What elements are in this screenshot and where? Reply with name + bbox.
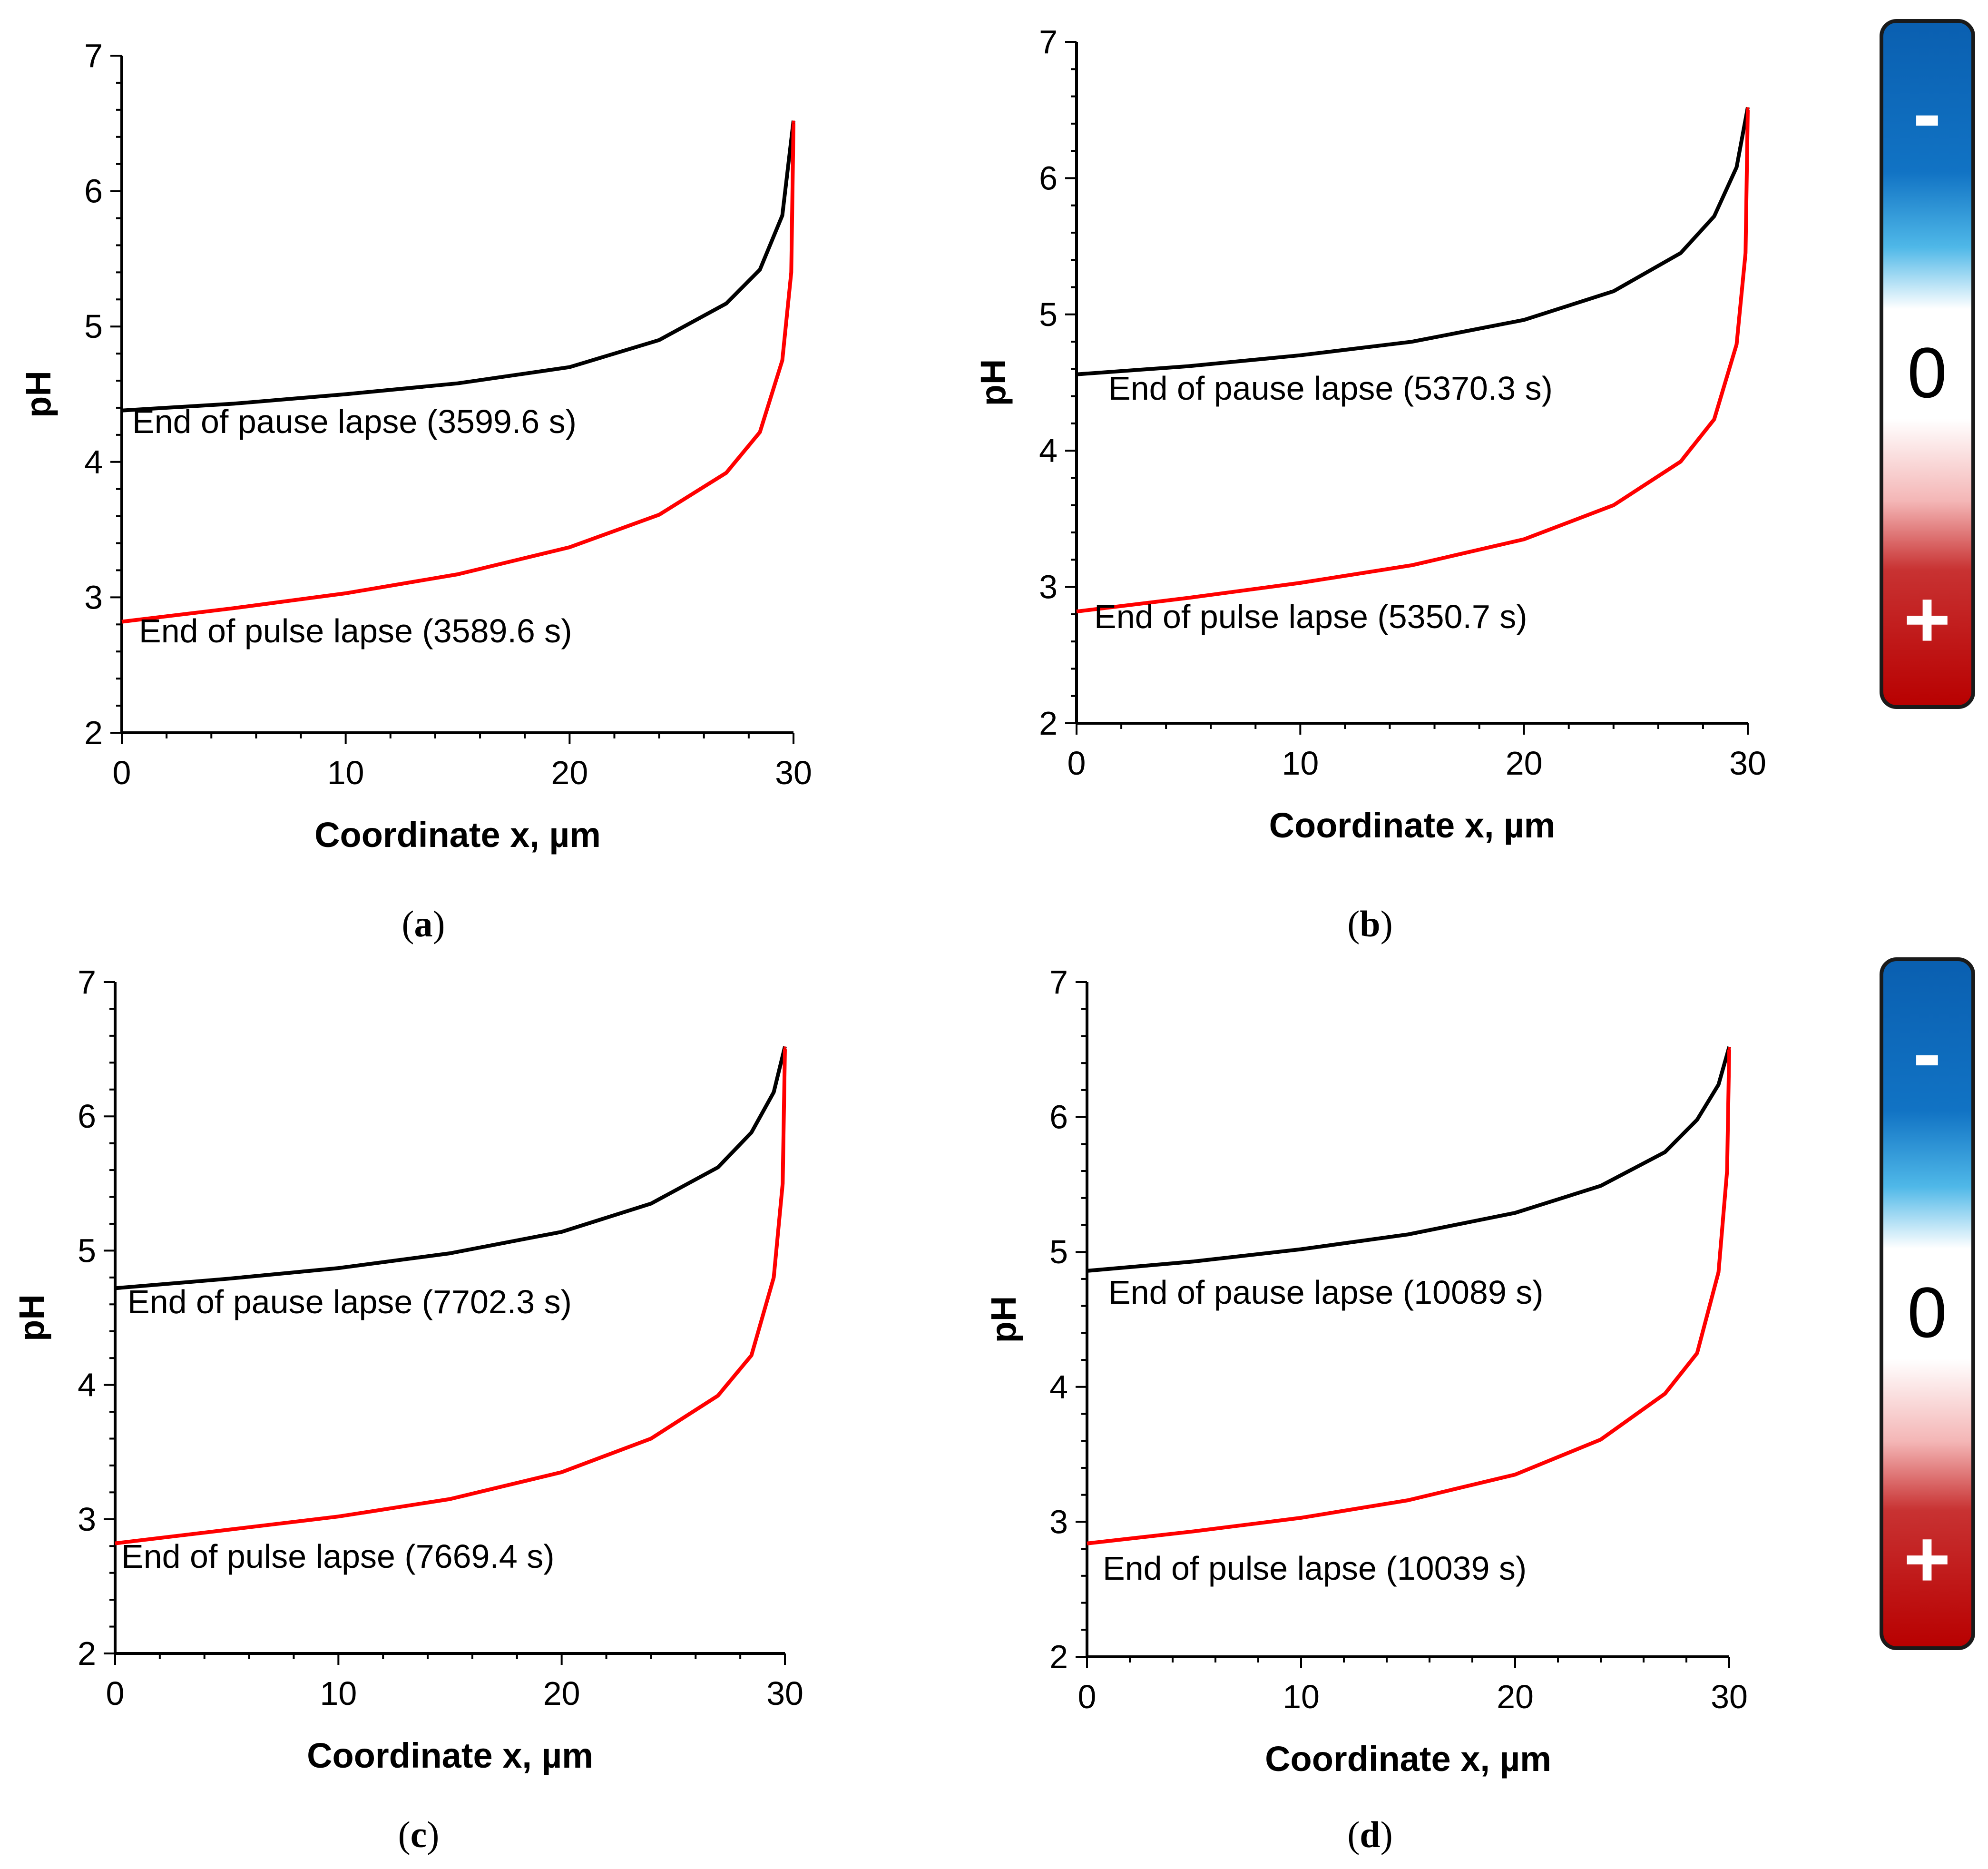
x-axis-title: Coordinate x, µm	[1269, 806, 1556, 845]
series-line-pause	[121, 120, 795, 413]
y-tick-label: 2	[1039, 705, 1058, 742]
chart-panel-a: 2 3 4 5 6 7 0 10 20 30 Coordinate x, µm pH End of pa…	[19, 37, 812, 944]
colorbar-bottom-plus: +	[1903, 1514, 1950, 1604]
panel-caption-letter: d	[1360, 1814, 1380, 1855]
y-tick-label: 7	[1049, 964, 1068, 1001]
annotation-pulse: End of pulse lapse (5350.7 s)	[1094, 598, 1528, 635]
y-tick-label: 4	[84, 443, 103, 481]
x-tick-label: 0	[106, 1675, 125, 1712]
series-line-pulse	[1076, 110, 1750, 614]
x-tick-label: 20	[1497, 1678, 1534, 1715]
annotation-pause: End of pause lapse (10089 s)	[1108, 1274, 1544, 1311]
y-tick-label: 6	[1049, 1099, 1068, 1136]
y-tick-label: 6	[84, 173, 103, 210]
x-tick-label: 20	[551, 754, 588, 791]
x-tick-label: 30	[766, 1675, 803, 1712]
x-tick-label: 20	[1506, 745, 1543, 782]
annotation-pause: End of pause lapse (5370.3 s)	[1108, 370, 1553, 407]
colorbar-bottom: - 0 +	[1880, 957, 1975, 1650]
colorbar-bottom-zero: 0	[1907, 1272, 1947, 1352]
y-tick-label: 5	[1039, 296, 1058, 333]
colorbar-top-minus: -	[1913, 66, 1941, 161]
series-line-pause	[1076, 107, 1750, 376]
series-line-pulse	[121, 123, 795, 624]
y-tick-label: 4	[1049, 1368, 1068, 1406]
x-tick-label: 0	[113, 754, 131, 791]
y-tick-label: 5	[78, 1232, 96, 1269]
x-axis-title: Coordinate x, µm	[307, 1736, 593, 1775]
y-axis-title: pH	[12, 1294, 51, 1341]
annotation-pulse: End of pulse lapse (10039 s)	[1103, 1550, 1527, 1587]
y-tick-label: 3	[84, 579, 103, 616]
series-line-pause	[115, 1046, 787, 1290]
annotation-pause: End of pause lapse (7702.3 s)	[127, 1283, 572, 1320]
y-tick-label: 7	[78, 964, 96, 1001]
y-tick-label: 4	[78, 1367, 96, 1404]
y-tick-label: 2	[78, 1635, 96, 1672]
y-tick-label: 5	[84, 308, 103, 345]
colorbar-bottom-minus: -	[1913, 1005, 1941, 1101]
series-line-pause	[1087, 1046, 1731, 1273]
x-tick-label: 10	[1283, 1678, 1320, 1715]
annotation-pulse: End of pulse lapse (3589.6 s)	[139, 612, 572, 649]
y-tick-label: 7	[84, 37, 103, 74]
panel-caption: (c)	[398, 1814, 440, 1855]
colorbar-bottom-rect	[1880, 957, 1975, 1650]
x-tick-label: 10	[320, 1675, 357, 1712]
y-tick-label: 3	[78, 1501, 96, 1538]
annotation-pause: End of pause lapse (3599.6 s)	[132, 403, 577, 440]
x-tick-label: 10	[1282, 745, 1319, 782]
colorbar-top-rect	[1880, 19, 1975, 709]
x-tick-label: 10	[327, 754, 364, 791]
series-line-pulse	[1087, 1049, 1731, 1545]
x-axis-title: Coordinate x, µm	[1265, 1739, 1551, 1779]
x-tick-label: 0	[1078, 1678, 1097, 1715]
series-line-pulse	[115, 1049, 787, 1545]
colorbar-top-plus: +	[1903, 574, 1950, 665]
y-tick-label: 2	[84, 714, 103, 751]
y-axis-title: pH	[19, 371, 58, 418]
panel-caption-letter: b	[1360, 903, 1380, 944]
colorbar-top-zero: 0	[1907, 333, 1947, 413]
x-axis-title: Coordinate x, µm	[314, 815, 601, 855]
chart-panel-d: 2 3 4 5 6 7 0 10 20 30 Coordinate x, µm pH End of pa…	[984, 964, 1748, 1855]
y-axis-title: pH	[984, 1296, 1023, 1343]
annotation-pulse: End of pulse lapse (7669.4 s)	[121, 1538, 555, 1575]
x-tick-label: 30	[1729, 745, 1766, 782]
y-tick-label: 2	[1049, 1638, 1068, 1675]
x-tick-label: 30	[1711, 1678, 1748, 1715]
chart-panel-c: 2 3 4 5 6 7 0 10 20 30 Coordinate x, µm pH End of pa…	[12, 964, 803, 1855]
y-tick-label: 7	[1039, 23, 1058, 60]
colorbar-top: - 0 +	[1880, 19, 1975, 709]
x-tick-label: 0	[1067, 745, 1086, 782]
y-tick-label: 6	[78, 1098, 96, 1135]
chart-panel-b: 2 3 4 5 6 7 0 10 20 30 Coordinate x, µm pH End of pa…	[973, 23, 1766, 944]
y-tick-label: 5	[1049, 1233, 1068, 1270]
y-tick-label: 6	[1039, 159, 1058, 197]
y-axis-title: pH	[973, 359, 1013, 406]
x-tick-label: 30	[775, 754, 812, 791]
y-tick-label: 3	[1049, 1503, 1068, 1540]
panel-caption: (a)	[402, 903, 445, 944]
panel-caption: (b)	[1347, 903, 1392, 944]
y-tick-label: 3	[1039, 569, 1058, 606]
x-tick-label: 20	[543, 1675, 580, 1712]
y-tick-label: 4	[1039, 432, 1058, 469]
panel-caption-letter: c	[411, 1814, 427, 1855]
panel-caption: (d)	[1347, 1814, 1392, 1855]
panel-caption-letter: a	[414, 903, 433, 944]
